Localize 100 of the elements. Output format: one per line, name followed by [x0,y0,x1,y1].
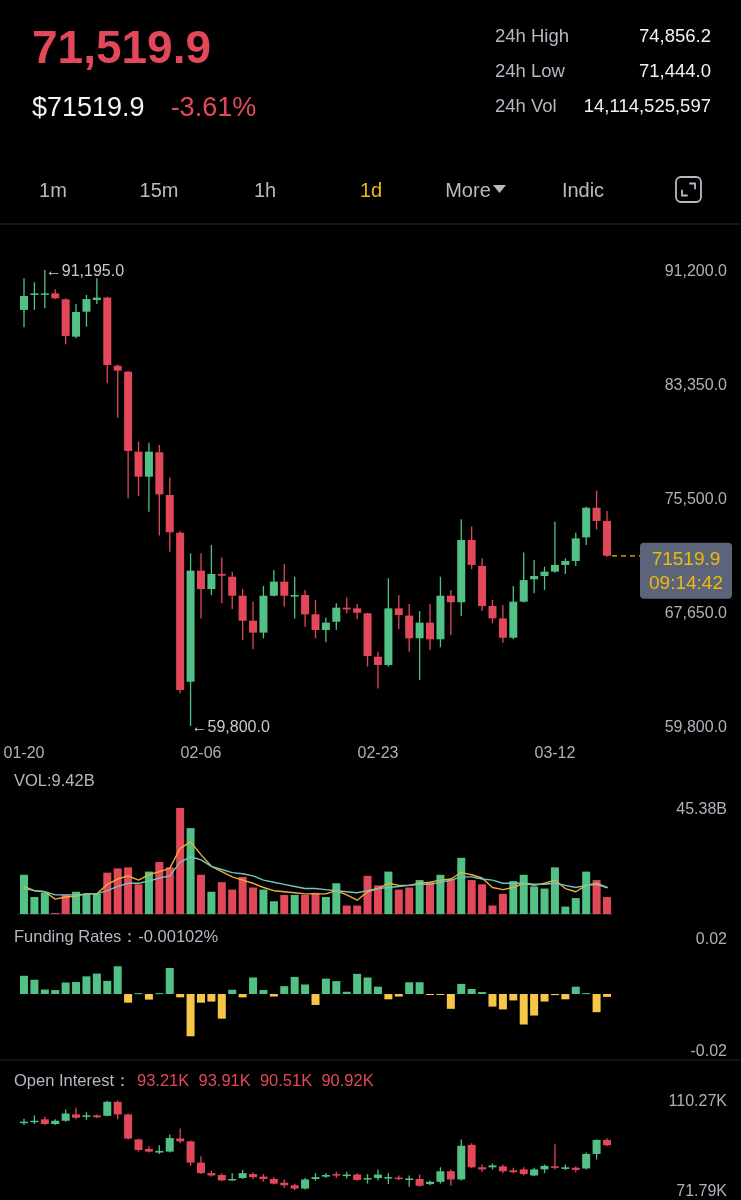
y-tick-label: 83,350.0 [664,375,728,393]
candlestick [478,1163,487,1173]
bar [415,982,424,994]
bar [290,894,299,914]
candlestick [144,1145,153,1154]
text: 45.38B [676,799,727,817]
bar [519,994,528,1025]
bar [394,889,403,914]
candlestick [20,277,28,329]
bar [540,888,549,914]
candlestick [446,589,455,636]
bar [228,989,237,994]
x-tick-label: 02-23 [357,743,399,761]
bar [30,897,39,914]
bar [280,894,289,914]
candlestick [40,269,49,309]
bar [446,994,455,1009]
bar [561,906,570,914]
candlestick [550,1143,559,1171]
y-tick-label: 110.27K [668,1091,728,1109]
bar [530,886,539,914]
bar [571,986,580,994]
candlestick [113,363,122,419]
bar [103,872,112,914]
candlestick [332,602,341,631]
x-tick-label: 02-06 [180,743,222,761]
bar [311,994,320,1005]
bar [603,897,611,914]
bar [509,881,518,914]
bar [446,879,455,914]
bar [332,981,341,994]
candlestick [321,1172,330,1179]
candlestick [186,1139,195,1167]
text: 1m [39,179,67,201]
text: More [445,179,491,201]
bar [186,994,195,1037]
candlestick [165,1133,174,1154]
bar [124,867,133,914]
text: Indic [561,179,605,201]
bar [207,994,216,1002]
bar [196,874,205,914]
annotation: ←59,800.0 [191,717,270,735]
bar [301,894,310,914]
annotation: ←91,195.0 [45,261,125,279]
bar [165,967,174,994]
bar [301,984,310,994]
bar [103,980,112,994]
candlestick [353,603,362,620]
chart-title: Open Interest： [14,1071,131,1089]
text: 71,444.0 [638,59,711,81]
bar [280,986,289,994]
candlestick [540,566,549,591]
candlestick [488,599,497,624]
bar [134,884,143,914]
bar [353,905,362,914]
y-tick-label: 91,200.0 [664,261,728,279]
bar [269,901,278,914]
candlestick [82,294,91,328]
bar [478,884,487,914]
candlestick [394,594,403,630]
candlestick [592,1138,601,1161]
candlestick [228,570,237,610]
bar [405,982,414,994]
bar [426,882,435,914]
bar [488,994,497,1007]
bar [332,883,341,914]
chart-subtitle: 93.21K 93.91K 90.51K 90.92K [136,1071,374,1089]
candlestick [72,1107,81,1120]
candlestick [415,610,424,681]
bar [571,898,580,914]
bar [405,887,414,914]
chart-title: VOL:9.42B [14,771,95,789]
bar [457,983,466,994]
bar [550,867,559,914]
ref-line-label: 71519.9 09:14:42 [649,548,723,594]
bar [207,891,216,914]
bar [92,893,101,914]
bar [540,994,549,1002]
bar [228,889,237,914]
bar [20,874,28,914]
bar [124,994,133,1003]
bar [373,885,382,914]
y-tick-label: 71.79K [676,1181,728,1199]
bar [72,981,81,994]
bar [384,871,393,914]
chart-title: Funding Rates：-0.00102% [14,927,219,945]
candlestick [280,563,289,608]
bar [353,973,362,994]
text: 1d [359,179,383,201]
bar [509,994,518,1001]
bar [582,871,591,914]
bar [144,871,153,914]
bar [467,880,476,914]
candlestick [550,521,559,574]
bar [321,897,330,914]
bar [363,977,372,994]
bar [186,828,195,914]
x-tick-label: 03-12 [534,743,576,761]
candlestick [301,589,310,628]
candlestick [321,617,330,643]
